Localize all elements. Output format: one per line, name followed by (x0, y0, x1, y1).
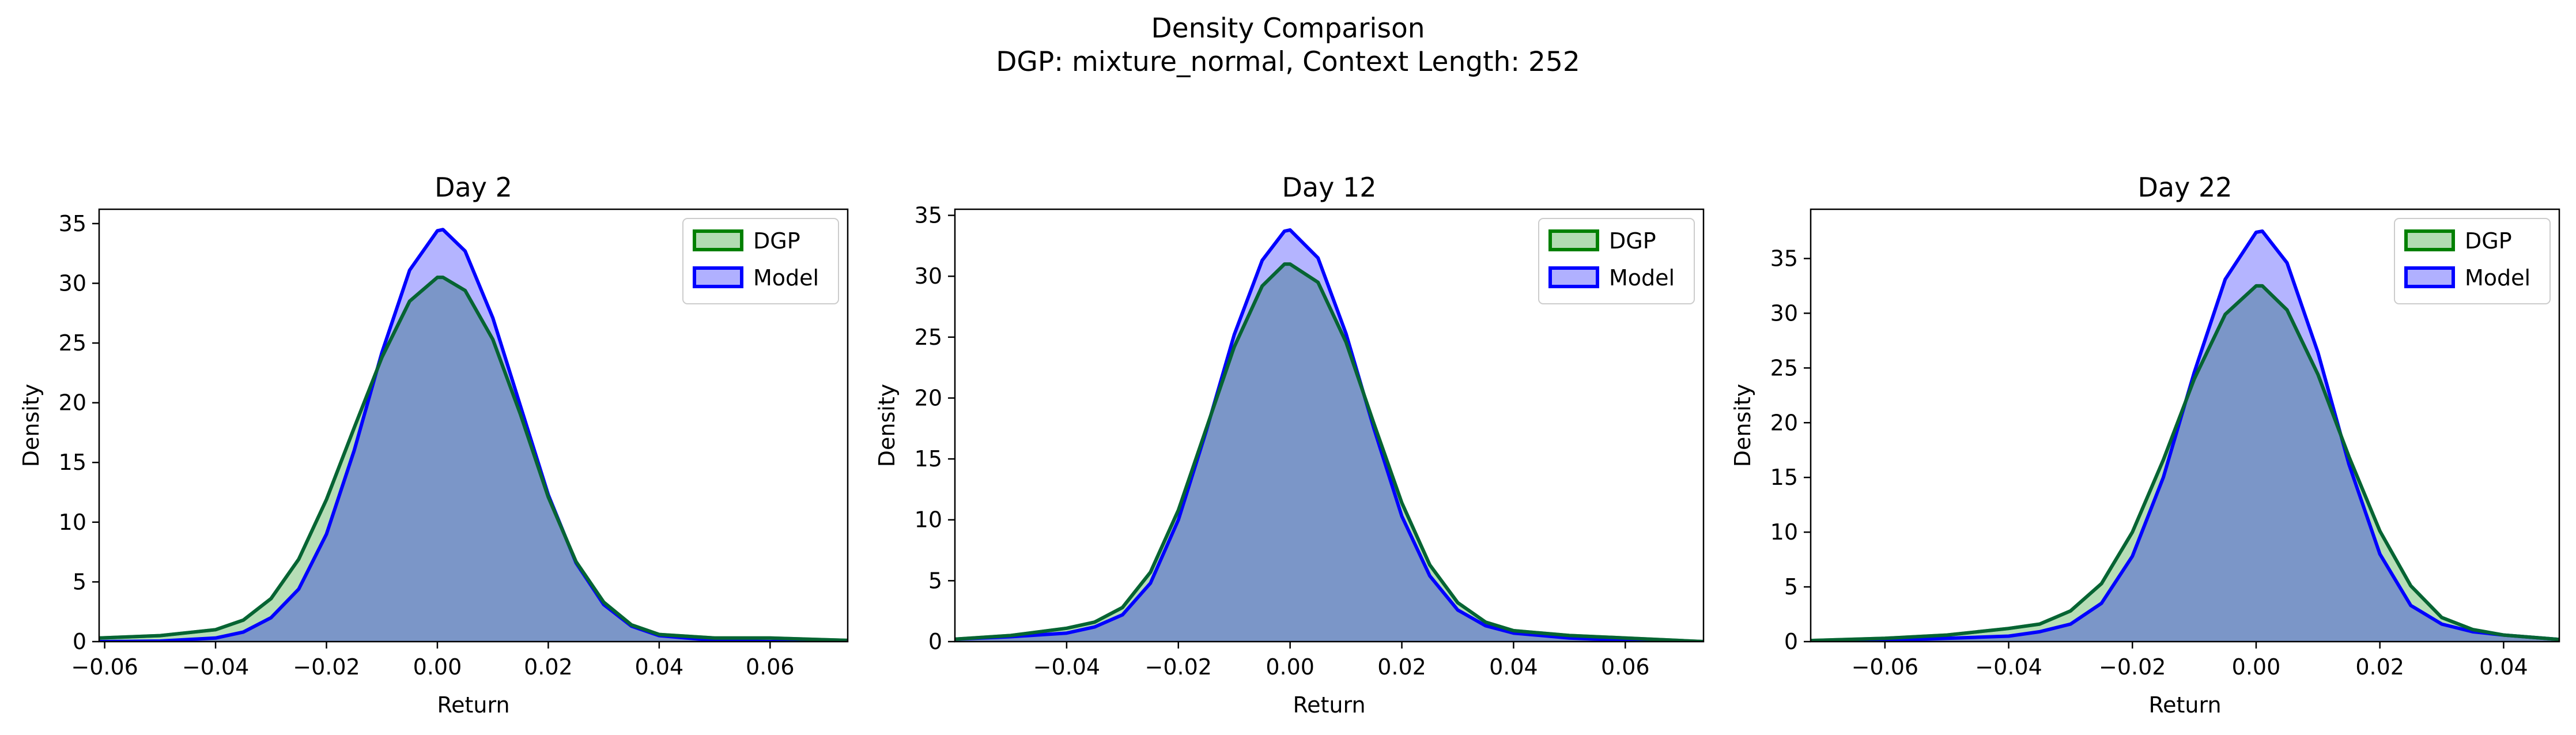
y-tick-label: 25 (915, 325, 942, 350)
x-tick-label: 0.02 (2355, 654, 2404, 680)
legend-swatch-dgp (693, 229, 743, 251)
chart-title: Day 2 (435, 172, 512, 203)
x-tick-label: 0.06 (746, 654, 795, 680)
legend: DGP Model (682, 218, 839, 304)
y-tick-label: 15 (1770, 465, 1798, 490)
axes-frame (954, 208, 1705, 643)
x-tick-label: 0.02 (524, 654, 573, 680)
chart-title: Day 22 (2138, 172, 2233, 203)
chart-panel-2: −0.04 −0.02 0.00 0.02 0.04 0.06 0 5 10 15 20 25 30 35… (874, 172, 1705, 718)
legend-label-model: Model (753, 265, 819, 291)
x-tick-label: 0.04 (635, 654, 684, 680)
y-tick-label: 15 (915, 446, 942, 472)
figure-title: Density Comparison (1151, 13, 1425, 44)
chart-panel-1: −0.06 −0.04 −0.02 0.00 0.02 0.04 0.06 0 5 10 15 20 2… (18, 172, 849, 718)
y-tick-label: 15 (59, 450, 86, 475)
legend-label-model: Model (2465, 265, 2530, 291)
y-tick-label: 30 (1770, 300, 1798, 326)
x-tick-label: −0.02 (2099, 654, 2166, 680)
x-tick-label: −0.02 (293, 654, 360, 680)
x-axis-label: Return (2148, 692, 2221, 718)
y-tick-label: 30 (915, 263, 942, 289)
y-tick-label: 0 (73, 629, 86, 654)
y-tick-label: 5 (928, 568, 942, 593)
legend-swatch-dgp (1548, 229, 1599, 251)
y-tick-label: 30 (59, 270, 86, 296)
x-tick-label: 0.04 (1489, 654, 1538, 680)
x-tick-label: 0.00 (1266, 654, 1315, 680)
x-tick-label: 0.02 (1377, 654, 1426, 680)
y-tick-label: 0 (1784, 629, 1798, 654)
x-tick-label: −0.04 (1975, 654, 2042, 680)
y-tick-label: 20 (59, 390, 86, 416)
density-line-dgp-overlap (1811, 284, 2559, 642)
density-line-model (955, 228, 1704, 642)
y-tick-label: 20 (1770, 410, 1798, 435)
y-tick-label: 25 (59, 330, 86, 356)
axes-frame (1810, 208, 2560, 643)
density-overlap-fill (99, 277, 848, 642)
axes-frame (98, 208, 849, 643)
x-tick-label: 0.00 (2232, 654, 2281, 680)
y-tick-label: 10 (59, 510, 86, 535)
density-overlap-fill (1811, 285, 2559, 642)
y-axis-label: Density (1730, 384, 1755, 467)
y-tick-label: 35 (59, 211, 86, 236)
x-axis-label: Return (1293, 692, 1365, 718)
legend-swatch-model (2404, 266, 2455, 288)
legend: DGP Model (1538, 218, 1695, 304)
density-overlap-fill (955, 264, 1704, 642)
chart-title: Day 12 (1282, 172, 1377, 203)
x-tick-label: −0.04 (1033, 654, 1100, 680)
chart-panel-3: −0.06 −0.04 −0.02 0.00 0.02 0.04 0 5 10 15 20 25 30 3… (1730, 172, 2560, 718)
y-tick-label: 20 (915, 385, 942, 410)
y-tick-label: 10 (1770, 519, 1798, 545)
x-axis-label: Return (437, 692, 509, 718)
plot-area (955, 228, 1704, 642)
density-line-dgp-overlap (955, 262, 1704, 642)
legend-label-dgp: DGP (753, 228, 800, 254)
x-tick-label: 0.00 (413, 654, 462, 680)
x-tick-label: −0.04 (182, 654, 249, 680)
y-tick-label: 35 (915, 203, 942, 228)
density-line-dgp-overlap (99, 276, 848, 642)
plot-area (1811, 229, 2559, 642)
legend-label-dgp: DGP (1609, 228, 1656, 254)
y-tick-label: 5 (1784, 574, 1798, 600)
legend-label-dgp: DGP (2465, 228, 2512, 254)
y-tick-label: 5 (73, 569, 86, 594)
legend-swatch-dgp (2404, 229, 2455, 251)
legend: DGP Model (2394, 218, 2551, 304)
y-tick-label: 10 (915, 507, 942, 533)
y-tick-label: 25 (1770, 355, 1798, 380)
x-tick-label: −0.02 (1145, 654, 1212, 680)
legend-label-model: Model (1609, 265, 1675, 291)
legend-swatch-model (693, 266, 743, 288)
plot-area (99, 228, 848, 642)
y-axis-label: Density (18, 384, 44, 467)
x-tick-label: 0.06 (1601, 654, 1650, 680)
x-tick-label: −0.06 (1852, 654, 1918, 680)
figure-subtitle: DGP: mixture_normal, Context Length: 252 (996, 46, 1580, 78)
x-tick-label: 0.04 (2479, 654, 2528, 680)
y-axis-label: Density (874, 384, 900, 467)
y-tick-label: 35 (1770, 246, 1798, 271)
density-line-model (1811, 229, 2559, 642)
y-tick-label: 0 (928, 629, 942, 654)
x-tick-label: −0.06 (71, 654, 138, 680)
legend-swatch-model (1548, 266, 1599, 288)
